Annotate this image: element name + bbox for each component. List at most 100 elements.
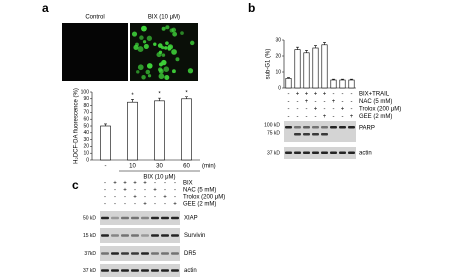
treatment-sign: - xyxy=(174,188,176,194)
cell xyxy=(158,68,164,74)
treatment-sign: - xyxy=(288,107,290,113)
bar xyxy=(154,100,165,161)
treatment-sign: - xyxy=(104,181,106,187)
y-tick-label: 20 xyxy=(275,53,281,59)
x-unit: (min) xyxy=(202,164,216,170)
treatment-sign: - xyxy=(297,99,299,105)
micrograph xyxy=(130,23,198,81)
cell xyxy=(131,31,138,37)
y-tick-label: 60 xyxy=(83,117,89,123)
band xyxy=(171,234,179,237)
cell xyxy=(171,49,177,55)
size-marker: 100 kD xyxy=(264,122,280,128)
treatment-sign: - xyxy=(333,114,335,120)
cell xyxy=(139,35,144,40)
treatment-sign: - xyxy=(154,195,156,201)
band xyxy=(141,234,149,237)
blot xyxy=(100,246,180,261)
band xyxy=(141,269,149,272)
treatment-sign: - xyxy=(144,188,146,194)
cell xyxy=(157,43,163,48)
treatment-sign: - xyxy=(288,99,290,105)
annotation: * xyxy=(131,93,134,99)
band xyxy=(294,126,301,129)
treatment-sign: - xyxy=(104,188,106,194)
band xyxy=(111,216,119,220)
band xyxy=(151,216,159,220)
treatment-sign: - xyxy=(164,181,166,187)
treatment-sign: - xyxy=(174,195,176,201)
treatment-sign: - xyxy=(342,114,344,120)
band xyxy=(339,126,346,129)
cell xyxy=(142,40,147,44)
band xyxy=(131,216,139,220)
bar xyxy=(330,79,337,89)
blot xyxy=(284,121,356,142)
image-label: Control xyxy=(85,15,104,21)
y-tick-label: 80 xyxy=(83,103,89,109)
band xyxy=(151,269,159,272)
x-tick-label: 60 xyxy=(183,164,190,170)
treatment-sign: + xyxy=(123,188,127,194)
band xyxy=(303,126,310,129)
cell xyxy=(136,70,140,74)
treatment-sign: + xyxy=(314,92,318,98)
blot xyxy=(284,147,356,159)
treatment-sign: + xyxy=(296,92,300,98)
blot xyxy=(100,264,180,277)
treatment-sign: - xyxy=(297,107,299,113)
cell xyxy=(153,42,157,46)
treatment-label: Trolox (200 μM) xyxy=(183,195,225,201)
treatment-sign: - xyxy=(333,92,335,98)
band xyxy=(131,234,139,237)
cell xyxy=(146,63,153,69)
cell xyxy=(180,31,184,35)
band xyxy=(141,252,149,255)
treatment-sign: - xyxy=(297,114,299,120)
band xyxy=(321,126,328,129)
treatment-sign: - xyxy=(351,92,353,98)
error-bar xyxy=(332,78,335,80)
treatment-sign: + xyxy=(332,99,336,105)
cell xyxy=(137,46,144,53)
treatment-sign: + xyxy=(143,202,147,208)
treatment-sign: - xyxy=(104,202,106,208)
cell xyxy=(135,42,139,47)
band xyxy=(161,234,169,237)
cell xyxy=(161,53,166,57)
y-tick-label: 100 xyxy=(81,89,90,95)
cell xyxy=(147,74,152,78)
treatment-sign: - xyxy=(164,202,166,208)
band xyxy=(121,252,129,255)
band xyxy=(151,252,159,255)
blot-label: DR5 xyxy=(184,251,197,257)
x-tick-label: 10 xyxy=(129,164,136,170)
band xyxy=(161,269,169,272)
y-axis-label: H₂DCF-DA fluorescence (%) xyxy=(74,88,80,164)
treatment-sign: - xyxy=(134,188,136,194)
treatment-sign: - xyxy=(342,99,344,105)
treatment-sign: - xyxy=(333,107,335,113)
error-bar xyxy=(350,78,353,80)
band xyxy=(111,269,119,272)
band xyxy=(312,133,319,136)
treatment-sign: - xyxy=(164,188,166,194)
band xyxy=(312,151,319,154)
y-tick-label: 30 xyxy=(83,137,89,143)
band xyxy=(312,126,319,129)
treatment-sign: - xyxy=(124,195,126,201)
treatment-sign: - xyxy=(144,195,146,201)
cell xyxy=(175,57,180,62)
treatment-sign: - xyxy=(288,114,290,120)
cell xyxy=(165,25,170,30)
blot xyxy=(100,211,180,225)
cell xyxy=(187,68,194,74)
cell xyxy=(145,69,151,75)
blot-label: PARP xyxy=(359,126,375,132)
treatment-sign: - xyxy=(306,107,308,113)
treatment-sign: - xyxy=(324,99,326,105)
y-tick-label: 20 xyxy=(83,144,89,150)
treatment-label: BIX+TRAIL xyxy=(359,92,390,98)
y-tick-label: 50 xyxy=(83,123,89,129)
